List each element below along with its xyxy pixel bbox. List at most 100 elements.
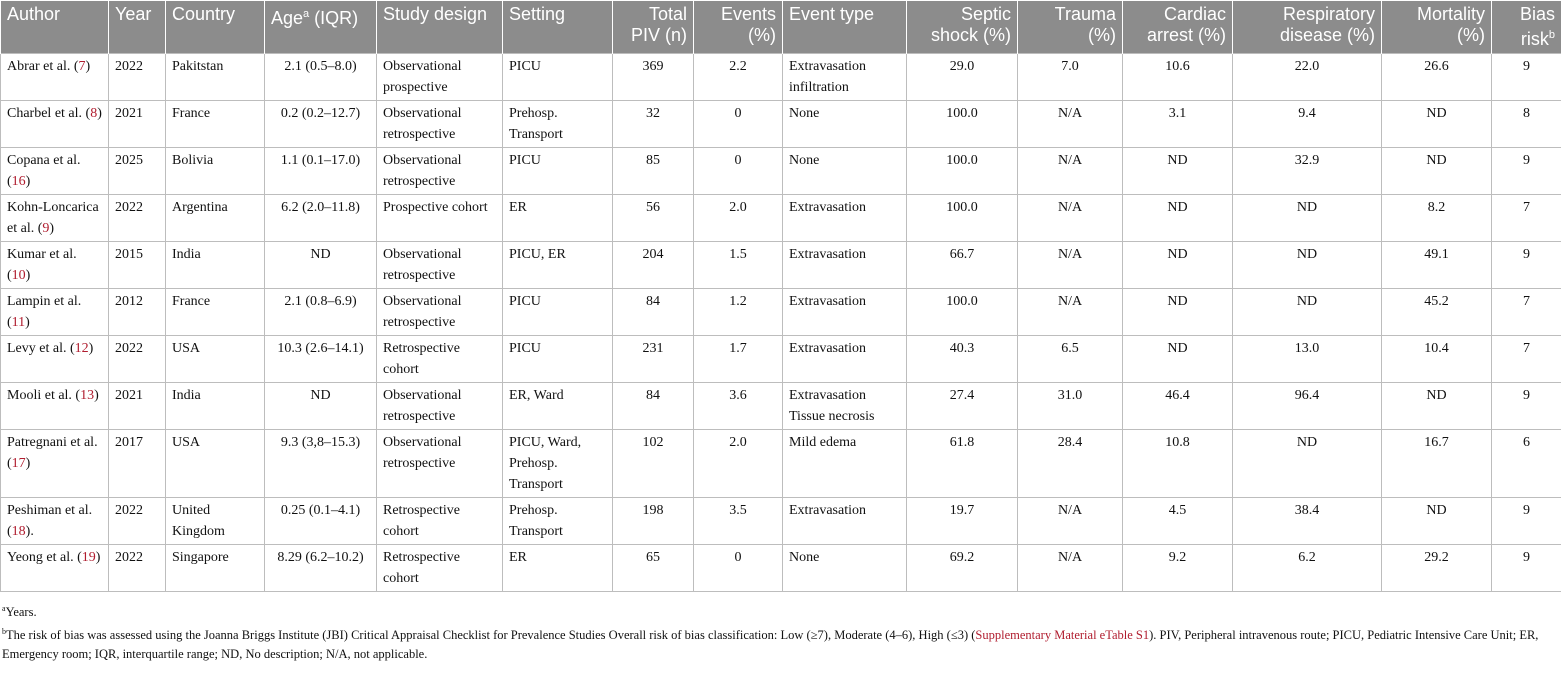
table-cell: Yeong et al. (19) [0, 544, 109, 592]
header-superscript: a [303, 8, 310, 20]
table-cell: Patregnani et al. (17) [0, 429, 109, 498]
reference-link: 16 [11, 174, 26, 189]
table-cell: N/A [1017, 241, 1123, 289]
table-cell: 6 [1491, 429, 1561, 498]
author-text: Patregnani et al. ( [7, 435, 98, 471]
table-cell: 7 [1491, 288, 1561, 336]
table-cell: 49.1 [1381, 241, 1492, 289]
table-cell: Mild edema [782, 429, 907, 498]
table-cell: 2.1 (0.5–8.0) [264, 53, 377, 101]
table-cell: 19.7 [906, 497, 1018, 545]
footnote-link: Supplementary Material eTable S1 [975, 628, 1150, 643]
table-cell: 27.4 [906, 382, 1018, 430]
table-cell: 2015 [108, 241, 166, 289]
table-cell: 84 [612, 382, 694, 430]
column-header: Total PIV (n) [612, 0, 694, 54]
table-cell: 6.5 [1017, 335, 1123, 383]
table-cell: France [165, 288, 265, 336]
table-cell: 61.8 [906, 429, 1018, 498]
table-cell: Observational retrospective [376, 241, 503, 289]
table-cell: ER [502, 544, 613, 592]
author-text: ) [49, 221, 55, 236]
table-cell: Lampin et al. (11) [0, 288, 109, 336]
author-text: Kohn-Loncarica et al. ( [7, 200, 99, 236]
table-cell: 2021 [108, 100, 166, 148]
table-cell: 40.3 [906, 335, 1018, 383]
table-cell: 102 [612, 429, 694, 498]
reference-link: 19 [81, 550, 96, 565]
reference-link: 12 [74, 341, 89, 356]
header-row: Author Year Country Agea (IQR) Study design S… [0, 0, 1561, 54]
table-cell: 2022 [108, 497, 166, 545]
table-cell: 2022 [108, 53, 166, 101]
table-cell: N/A [1017, 100, 1123, 148]
table-cell: ND [264, 382, 377, 430]
table-cell: 2012 [108, 288, 166, 336]
column-header: Agea (IQR) [264, 0, 377, 54]
footnote-text: ). PIV, Peripheral intravenous route; PI… [2, 628, 1539, 662]
table-cell: 10.3 (2.6–14.1) [264, 335, 377, 383]
table-cell: Observational retrospective [376, 288, 503, 336]
footnote: aYears. [2, 599, 1559, 622]
author-text: Levy et al. ( [7, 341, 75, 356]
header-text: (IQR) [309, 8, 359, 28]
reference-link: 11 [11, 315, 26, 330]
author-text: ) [97, 106, 102, 121]
table-cell: 3.1 [1122, 100, 1233, 148]
column-header: Events (%) [693, 0, 783, 54]
table-cell: 9 [1491, 241, 1561, 289]
table-cell: Extravasation [782, 335, 907, 383]
table-cell: Extravasation infiltration [782, 53, 907, 101]
table-cell: 9.4 [1232, 100, 1382, 148]
table-cell: 100.0 [906, 147, 1018, 195]
table-cell: 3.6 [693, 382, 783, 430]
table-cell: 9.3 (3,8–15.3) [264, 429, 377, 498]
table-cell: ND [1122, 241, 1233, 289]
author-text: Kumar et al. ( [7, 247, 77, 283]
table-cell: 9 [1491, 497, 1561, 545]
table-cell: 2022 [108, 335, 166, 383]
table-cell: 9 [1491, 382, 1561, 430]
author-text: Mooli et al. ( [7, 388, 81, 403]
author-text: ) [88, 341, 94, 356]
table-cell: Extravasation [782, 241, 907, 289]
table-cell: Retrospective cohort [376, 335, 503, 383]
reference-link: 13 [80, 388, 95, 403]
table-cell: 6.2 (2.0–11.8) [264, 194, 377, 242]
column-header: Event type [782, 0, 907, 54]
table-cell: ND [1381, 147, 1492, 195]
table-cell: ND [1381, 382, 1492, 430]
table-cell: 1.1 (0.1–17.0) [264, 147, 377, 195]
table-cell: 26.6 [1381, 53, 1492, 101]
table-cell: ER [502, 194, 613, 242]
author-text: ) [95, 550, 101, 565]
table-cell: Mooli et al. (13) [0, 382, 109, 430]
table-row: Patregnani et al. (17) 2017 USA 9.3 (3,8–15… [0, 429, 1561, 498]
table-cell: India [165, 241, 265, 289]
author-text: Abrar et al. ( [7, 59, 79, 74]
table-row: Copana et al. (16) 2025 Bolivia 1.1 (0.1–17… [0, 147, 1561, 195]
table-cell: 2017 [108, 429, 166, 498]
table-cell: ND [1232, 288, 1382, 336]
table-cell: ND [1122, 335, 1233, 383]
table-cell: 32 [612, 100, 694, 148]
table-cell: 0 [693, 100, 783, 148]
table-cell: 2.1 (0.8–6.9) [264, 288, 377, 336]
table-cell: 31.0 [1017, 382, 1123, 430]
table-cell: ND [1232, 429, 1382, 498]
table-cell: 2022 [108, 544, 166, 592]
table-cell: ND [1122, 147, 1233, 195]
table-cell: 0.25 (0.1–4.1) [264, 497, 377, 545]
table-cell: 6.2 [1232, 544, 1382, 592]
table-cell: ER, Ward [502, 382, 613, 430]
table-cell: PICU [502, 147, 613, 195]
column-header: Bias riskb [1491, 0, 1561, 54]
table-cell: 96.4 [1232, 382, 1382, 430]
table-cell: Observational retrospective [376, 429, 503, 498]
author-text: ) [85, 59, 91, 74]
table-cell: 9.2 [1122, 544, 1233, 592]
table-row: Peshiman et al. (18). 2022 United Kingdom 0… [0, 497, 1561, 545]
table-cell: 1.2 [693, 288, 783, 336]
table-cell: ND [1122, 194, 1233, 242]
